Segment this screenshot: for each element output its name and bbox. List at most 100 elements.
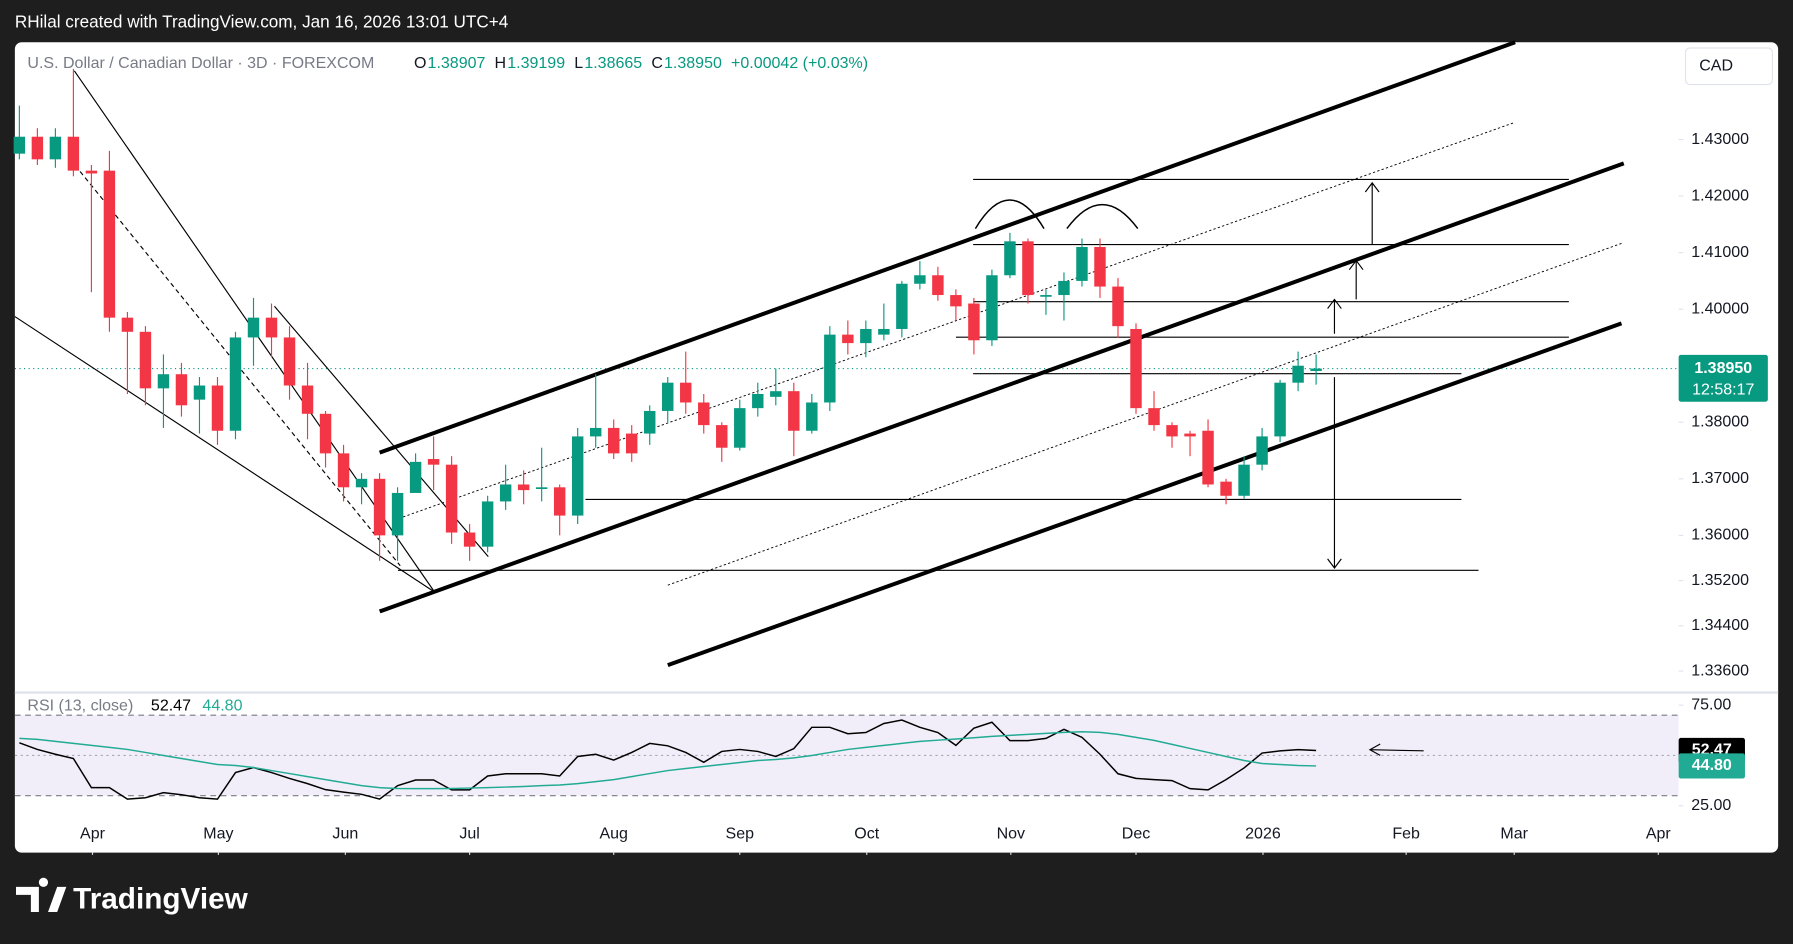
channel-line — [378, 161, 1625, 614]
rsi-tick-label: 75.00 — [1691, 696, 1731, 713]
x-tick-label: Jul — [459, 826, 479, 843]
y-tick-label: 1.42000 — [1691, 187, 1749, 204]
candle-body — [211, 385, 224, 431]
candle-body — [193, 385, 206, 400]
candle-body — [31, 136, 44, 160]
arrow — [1327, 298, 1342, 334]
candle-body — [625, 433, 638, 454]
price-badge — [1678, 354, 1768, 402]
candle-body — [49, 136, 62, 160]
symbol-title: U.S. Dollar / Canadian Dollar · 3D · FOR… — [27, 55, 374, 72]
currency-button[interactable] — [1684, 47, 1773, 86]
candle-body — [463, 532, 476, 547]
candle-body — [535, 487, 548, 490]
candle-body — [986, 275, 998, 341]
x-tick-label: Apr — [80, 826, 106, 843]
x-tick-label: Jun — [332, 826, 358, 843]
candle-body — [13, 136, 26, 154]
candle-body — [517, 484, 530, 491]
credit: RHilal created with TradingView.com, Jan… — [15, 11, 509, 31]
candle-body — [1130, 328, 1142, 409]
candle-body — [1202, 430, 1214, 485]
candle-body — [662, 382, 674, 411]
candle-body — [698, 402, 710, 426]
candle-body — [1166, 425, 1178, 437]
legend-key: O — [414, 55, 426, 72]
legend-value: 1.38665 — [584, 55, 642, 72]
x-tick-label: Oct — [854, 826, 879, 843]
x-tick-label: 2026 — [1245, 826, 1281, 843]
y-tick-label: 1.34400 — [1691, 617, 1749, 634]
candle-body — [1058, 280, 1070, 296]
candle-body — [445, 464, 458, 533]
candle-body — [589, 427, 602, 437]
legend-key: C — [651, 55, 663, 72]
candle-body — [824, 334, 836, 403]
trend-line — [14, 316, 435, 593]
candle-body — [1238, 464, 1250, 496]
brand: TradingView — [73, 882, 248, 915]
countdown: 12:58:17 — [1692, 381, 1754, 398]
candle-body — [734, 408, 746, 448]
candle-body — [373, 478, 386, 536]
candle-body — [85, 170, 98, 174]
y-tick-label: 1.37000 — [1691, 470, 1749, 487]
candle-body — [157, 374, 170, 389]
x-tick-label: Aug — [599, 826, 627, 843]
candle-body — [553, 487, 566, 516]
arrow — [1348, 259, 1364, 300]
candle-body — [896, 283, 908, 329]
candle-body — [391, 492, 404, 536]
legend-key: L — [574, 55, 583, 72]
channel-line — [667, 321, 1623, 668]
y-tick-label: 1.35200 — [1691, 572, 1749, 589]
candle-body — [1040, 295, 1052, 297]
currency[interactable]: CAD — [1699, 58, 1733, 75]
candle-body — [283, 337, 296, 386]
candle-body — [337, 453, 350, 488]
candle-body — [121, 317, 134, 332]
x-tick-label: Nov — [997, 826, 1025, 843]
candle-body — [499, 484, 512, 502]
x-tick-label: Dec — [1122, 826, 1150, 843]
logo: TradingView — [16, 877, 249, 915]
candle-body — [265, 317, 278, 338]
candle-body — [878, 328, 890, 335]
candle-body — [1292, 365, 1304, 383]
channel-line — [378, 40, 1516, 455]
candle-body — [752, 393, 764, 409]
rsi-line — [19, 719, 1317, 800]
candle-body — [409, 461, 422, 493]
rsi-tick-label: 25.00 — [1691, 797, 1731, 814]
candle-body — [968, 303, 980, 341]
candle-body — [1184, 433, 1196, 437]
price-badge-label: 1.38950 — [1694, 360, 1752, 377]
x-tick-label: May — [203, 826, 233, 843]
candle-body — [1112, 286, 1124, 327]
candle-body — [788, 391, 800, 431]
legend-value: 1.38907 — [428, 55, 486, 72]
x-tick-label: Apr — [1646, 826, 1672, 843]
y-tick-label: 1.41000 — [1691, 244, 1749, 261]
x-tick-label: Mar — [1500, 826, 1528, 843]
candle-body — [770, 391, 782, 397]
candle-body — [139, 331, 152, 389]
y-tick-label: 1.33600 — [1691, 662, 1749, 679]
candle-body — [319, 413, 332, 454]
y-tick-label: 1.40000 — [1691, 300, 1749, 317]
arrow — [1327, 377, 1342, 569]
rsi-band — [14, 715, 1679, 796]
candle-body — [1310, 368, 1322, 371]
legend-value: 1.39199 — [507, 55, 565, 72]
rsi-badge-label: 44.80 — [1692, 757, 1732, 774]
candle-body — [103, 170, 116, 318]
candle-body — [680, 382, 692, 403]
candle-body — [716, 425, 728, 448]
candle-body — [301, 385, 314, 414]
legend-change: +0.00042 (+0.03%) — [731, 55, 868, 72]
candle-body — [1004, 241, 1016, 276]
candle-body — [860, 328, 872, 344]
candle-body — [1022, 241, 1034, 296]
